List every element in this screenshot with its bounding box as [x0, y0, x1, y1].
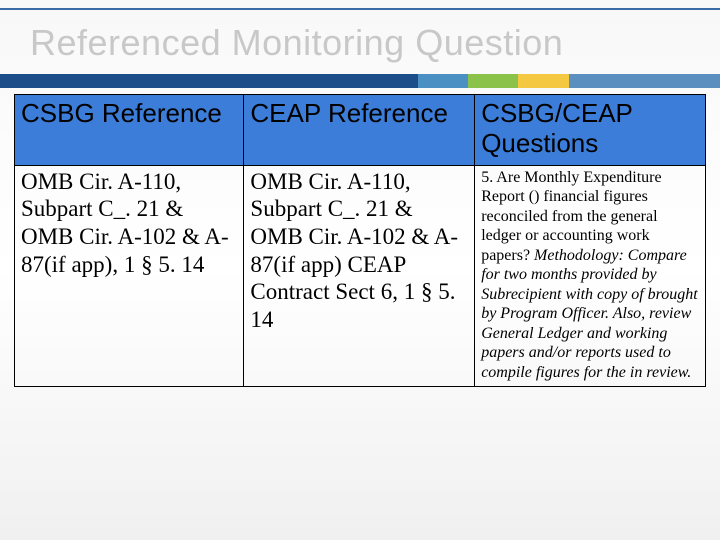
- page-title: Referenced Monitoring Question: [0, 0, 720, 74]
- table-container: CSBG Reference CEAP Reference CSBG/CEAP …: [0, 88, 720, 387]
- cell-ceap-ref: OMB Cir. A-110, Subpart C_. 21 & OMB Cir…: [244, 165, 475, 387]
- accent-main: [0, 74, 418, 88]
- reference-table: CSBG Reference CEAP Reference CSBG/CEAP …: [14, 94, 706, 387]
- accent-seg-3: [518, 74, 568, 88]
- accent-seg-1: [418, 74, 468, 88]
- table-header-row: CSBG Reference CEAP Reference CSBG/CEAP …: [15, 95, 706, 166]
- question-methodology: Methodology: Compare for two months prov…: [481, 247, 698, 381]
- col-header-csbg: CSBG Reference: [15, 95, 244, 166]
- cell-csbg-ref: OMB Cir. A-110, Subpart C_. 21 & OMB Cir…: [15, 165, 244, 387]
- accent-seg-4: [569, 74, 720, 88]
- table-row: OMB Cir. A-110, Subpart C_. 21 & OMB Cir…: [15, 165, 706, 387]
- accent-seg-2: [468, 74, 518, 88]
- col-header-questions: CSBG/CEAP Questions: [475, 95, 706, 166]
- cell-question: 5. Are Monthly Expenditure Report () fin…: [475, 165, 706, 387]
- accent-bar: [0, 74, 720, 88]
- top-accent-line: [0, 8, 720, 10]
- col-header-ceap: CEAP Reference: [244, 95, 475, 166]
